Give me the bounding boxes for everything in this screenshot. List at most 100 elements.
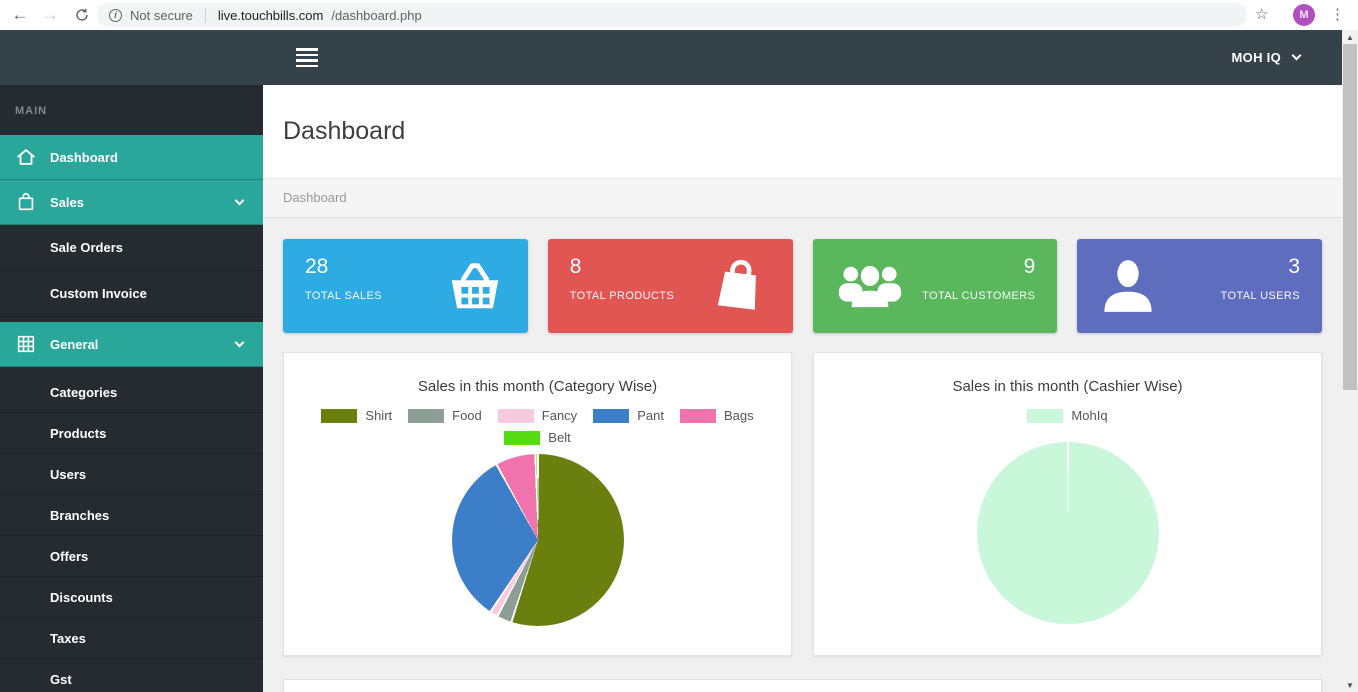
legend-label: Food <box>452 408 482 423</box>
sidebar-item-products[interactable]: Products <box>0 413 263 454</box>
legend-item[interactable]: Pant <box>593 408 664 423</box>
account-menu[interactable]: MOH IQ <box>1232 30 1302 85</box>
page-info-icon[interactable]: i <box>109 8 122 22</box>
chart-legend: MohIq <box>833 408 1303 423</box>
total-sales-label: TOTAL SALES <box>305 290 382 302</box>
browser-back-icon[interactable]: ← <box>11 5 29 24</box>
customers-group-icon <box>838 265 901 308</box>
sidebar: MAIN Dashboard Sales Sale Orders Custom … <box>0 85 263 692</box>
total-customers-label: TOTAL CUSTOMERS <box>922 290 1036 302</box>
sidebar-item-label: Dashboard <box>50 149 118 165</box>
legend-item[interactable]: Belt <box>504 430 571 445</box>
sidebar-section-label: MAIN <box>15 105 48 117</box>
sidebar-item-users[interactable]: Users <box>0 454 263 495</box>
total-users-label: TOTAL USERS <box>1220 290 1300 302</box>
sidebar-item-label: Categories <box>50 384 118 400</box>
chart-legend: Shirt Food Fancy Pant Bags Belt <box>303 408 773 445</box>
chevron-down-icon <box>234 195 245 205</box>
chevron-down-icon <box>234 337 245 347</box>
sidebar-item-label: Discounts <box>50 589 113 605</box>
chevron-down-icon <box>1291 50 1302 61</box>
address-bar[interactable]: i Not secure live.touchbills.com/dashboa… <box>97 3 1247 27</box>
sidebar-item-label: Users <box>50 466 87 482</box>
total-products-label: TOTAL PRODUCTS <box>569 290 675 302</box>
cashier-sales-chart-card: Sales in this month (Cashier Wise) MohIq <box>813 352 1322 656</box>
app-page: MOH IQ MAIN Dashboard Sales Sale Orders … <box>0 30 1342 692</box>
legend-item[interactable]: Fancy <box>497 408 578 423</box>
sidebar-item-label: Gst <box>50 671 72 687</box>
scrollbar-thumb[interactable] <box>1343 44 1357 390</box>
sidebar-toggle-icon[interactable] <box>296 48 318 67</box>
shopping-bag-icon <box>18 192 34 211</box>
sidebar-item-label: Sales <box>50 194 84 210</box>
dashboard-content: 28 TOTAL SALES 8 TO <box>263 218 1342 692</box>
legend-item[interactable]: Food <box>408 408 482 423</box>
sidebar-item-label: Branches <box>50 507 110 523</box>
category-pie-chart[interactable] <box>451 454 624 626</box>
total-sales-card[interactable]: 28 TOTAL SALES <box>283 239 528 333</box>
url-path: /dashboard.php <box>331 7 422 23</box>
sidebar-item-label: Offers <box>50 548 89 564</box>
sidebar-item-categories[interactable]: Categories <box>0 372 263 413</box>
legend-swatch <box>504 430 541 445</box>
legend-label: Pant <box>637 408 664 423</box>
shopping-bag-icon <box>717 259 756 310</box>
chart-title: Sales in this month (Cashier Wise) <box>952 378 1183 395</box>
chart-title: Sales in this month (Category Wise) <box>417 378 658 395</box>
legend-item[interactable]: MohIq <box>1027 408 1108 423</box>
sidebar-item-sales[interactable]: Sales <box>0 180 263 225</box>
sidebar-item-general[interactable]: General <box>0 322 263 367</box>
total-customers-card[interactable]: 9 TOTAL CUSTOMERS <box>812 239 1058 333</box>
legend-swatch <box>1027 408 1064 423</box>
breadcrumb: Dashboard <box>263 178 1342 218</box>
user-icon <box>1104 260 1152 312</box>
address-divider <box>204 7 206 23</box>
page-header: Dashboard <box>263 85 1342 178</box>
sidebar-item-branches[interactable]: Branches <box>0 495 263 536</box>
security-label[interactable]: Not secure <box>130 7 193 23</box>
legend-label: Fancy <box>541 408 578 423</box>
cashier-pie-chart[interactable] <box>976 442 1159 624</box>
url-host: live.touchbills.com <box>217 7 324 23</box>
next-section-card <box>283 679 1322 692</box>
browser-menu-icon[interactable]: ⋮ <box>1330 6 1345 23</box>
browser-forward-icon[interactable]: → <box>41 5 59 24</box>
sidebar-item-gst[interactable]: Gst <box>0 659 263 692</box>
sidebar-item-sale-orders[interactable]: Sale Orders <box>0 225 263 271</box>
legend-label: Belt <box>548 430 571 445</box>
sidebar-item-custom-invoice[interactable]: Custom Invoice <box>0 271 263 317</box>
main-content: Dashboard Dashboard 28 TOTAL SALES <box>263 85 1342 692</box>
total-users-value: 3 <box>1288 255 1300 278</box>
sidebar-item-label: Sale Orders <box>50 240 123 255</box>
sidebar-item-label: Taxes <box>50 630 86 646</box>
legend-swatch <box>679 408 716 423</box>
shopping-basket-icon <box>451 263 498 309</box>
page-scrollbar[interactable]: ▲ ▼ <box>1342 30 1358 692</box>
total-products-card[interactable]: 8 TOTAL PRODUCTS <box>547 239 793 333</box>
browser-reload-icon[interactable] <box>68 0 96 30</box>
sidebar-item-discounts[interactable]: Discounts <box>0 577 263 618</box>
scrollbar-up-icon[interactable]: ▲ <box>1346 32 1354 42</box>
sidebar-item-label: Products <box>50 425 107 441</box>
legend-item[interactable]: Shirt <box>321 408 392 423</box>
sidebar-item-dashboard[interactable]: Dashboard <box>0 135 263 180</box>
legend-swatch <box>321 408 358 423</box>
bookmark-star-icon[interactable]: ☆ <box>1255 6 1269 23</box>
sidebar-item-label: Custom Invoice <box>50 286 147 301</box>
total-sales-value: 28 <box>305 255 329 278</box>
legend-item[interactable]: Bags <box>679 408 754 423</box>
app-topbar: MOH IQ <box>0 30 1342 85</box>
breadcrumb-item[interactable]: Dashboard <box>283 190 347 205</box>
legend-label: MohIq <box>1071 408 1108 423</box>
sidebar-item-offers[interactable]: Offers <box>0 536 263 577</box>
sidebar-item-taxes[interactable]: Taxes <box>0 618 263 659</box>
stats-row: 28 TOTAL SALES 8 TO <box>283 239 1322 333</box>
legend-swatch <box>497 408 534 423</box>
charts-row: Sales in this month (Category Wise) Shir… <box>283 352 1322 656</box>
sidebar-item-label: General <box>50 336 99 352</box>
scrollbar-down-icon[interactable]: ▼ <box>1346 680 1354 690</box>
total-products-value: 8 <box>569 255 582 278</box>
profile-avatar[interactable]: M <box>1293 4 1315 26</box>
total-users-card[interactable]: 3 TOTAL USERS <box>1077 239 1322 333</box>
legend-swatch <box>408 408 445 423</box>
